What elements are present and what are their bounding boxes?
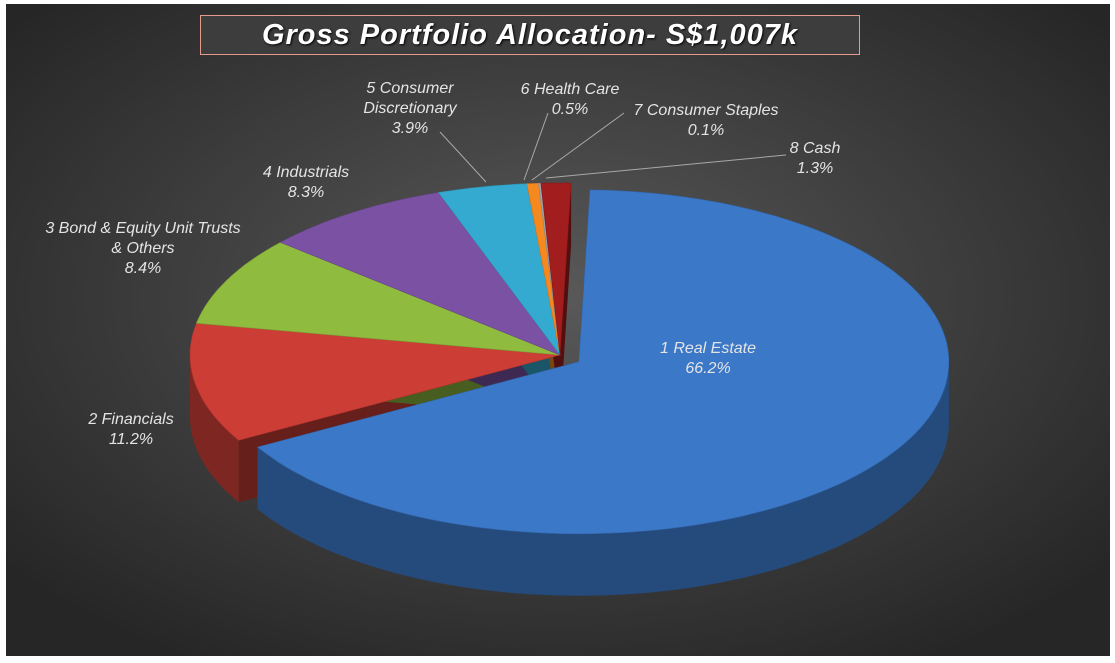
data-label: 4 Industrials 8.3%	[206, 163, 406, 203]
category-label: 3 Bond & Equity Unit Trusts & Others	[45, 220, 241, 257]
category-label: 6 Health Care	[520, 81, 620, 98]
value-label: 66.2%	[685, 360, 731, 377]
pie-slice	[195, 242, 561, 356]
data-label: 7 Consumer Staples 0.1%	[606, 101, 806, 141]
value-label: 0.5%	[551, 101, 589, 118]
data-label: 5 Consumer Discretionary 3.9%	[345, 79, 475, 139]
data-label: 2 Financials 11.2%	[31, 410, 231, 450]
data-label: 1 Real Estate 66.2%	[608, 339, 808, 379]
value-label: 11.2%	[108, 431, 154, 448]
value-label: 3.9%	[391, 120, 429, 137]
pie-slice	[279, 192, 561, 356]
slice-side	[190, 355, 239, 503]
data-label: 6 Health Care 0.5%	[470, 80, 670, 120]
data-label: 3 Bond & Equity Unit Trusts & Others 8.4%	[43, 219, 243, 279]
category-label: 7 Consumer Staples	[633, 102, 779, 119]
value-label: 1.3%	[796, 160, 834, 177]
category-label: 2 Financials	[88, 411, 174, 428]
pie-slice	[437, 183, 561, 356]
value-label: 0.1%	[687, 122, 725, 139]
value-label: 8.3%	[287, 184, 325, 201]
leader-line	[523, 112, 549, 181]
pie-slice	[256, 189, 950, 535]
pie-slice	[540, 182, 572, 356]
pie	[189, 112, 950, 596]
pie-slice	[189, 322, 561, 441]
leader-line	[531, 112, 625, 181]
category-label: 1 Real Estate	[659, 340, 757, 357]
slice-side	[257, 361, 949, 596]
leader-line	[545, 154, 787, 179]
category-label: 4 Industrials	[262, 164, 350, 181]
category-label: 5 Consumer Discretionary	[363, 80, 457, 117]
value-label: 8.4%	[124, 260, 162, 277]
slice-face	[560, 183, 572, 417]
leader-line	[439, 131, 487, 183]
category-label: 8 Cash	[789, 140, 841, 157]
data-label: 8 Cash 1.3%	[715, 139, 915, 179]
chart-title: Gross Portfolio Allocation- S$1,007k	[200, 15, 860, 55]
